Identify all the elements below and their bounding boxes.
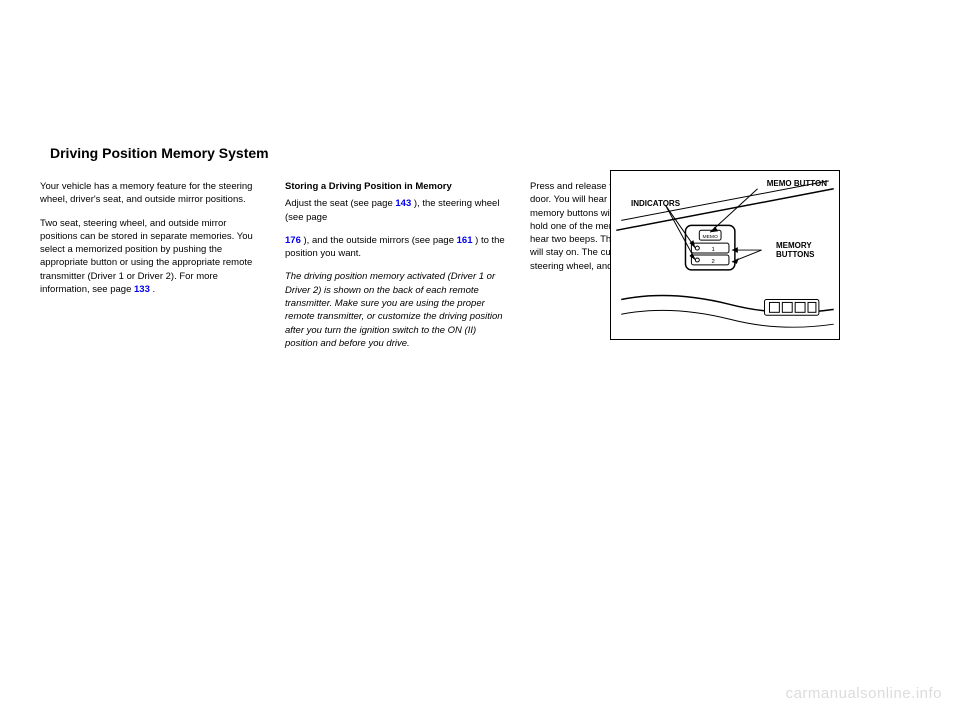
page-title: Driving Position Memory System — [50, 145, 269, 161]
para-intro: Your vehicle has a memory feature for th… — [40, 180, 265, 207]
diagram-label-memory: MEMORY BUTTONS — [776, 241, 831, 259]
page-link-176[interactable]: 176 — [285, 235, 301, 246]
diagram-memory-buttons: MEMO 1 2 MEMO BUTTON INDICATOR — [610, 170, 840, 340]
svg-text:MEMO: MEMO — [702, 234, 718, 240]
subhead-storing: Storing a Driving Position in Memory — [285, 180, 510, 193]
text-step-adjust-a: Adjust the seat (see page — [285, 198, 395, 209]
text-memory-desc-b: . — [153, 284, 156, 295]
page-link-143[interactable]: 143 — [395, 198, 411, 209]
step-wheel-mirrors: 176 ), and the outside mirrors (see page… — [285, 234, 510, 261]
page-link-133[interactable]: 133 — [134, 284, 150, 295]
step-adjust: Adjust the seat (see page 143 ), the ste… — [285, 197, 510, 224]
para-transmitter-note: The driving position memory activated (D… — [285, 270, 510, 350]
svg-text:2: 2 — [711, 259, 714, 265]
page-link-161[interactable]: 161 — [457, 235, 473, 246]
watermark: carmanualsonline.info — [786, 685, 942, 702]
text-step-wheel-a: ), and the outside mirrors (see page — [304, 235, 457, 246]
para-memory-desc: Two seat, steering wheel, and outside mi… — [40, 217, 265, 297]
diagram-label-indicators: INDICATORS — [631, 199, 680, 208]
svg-text:1: 1 — [711, 247, 714, 253]
diagram-label-memo: MEMO BUTTON — [767, 179, 827, 188]
